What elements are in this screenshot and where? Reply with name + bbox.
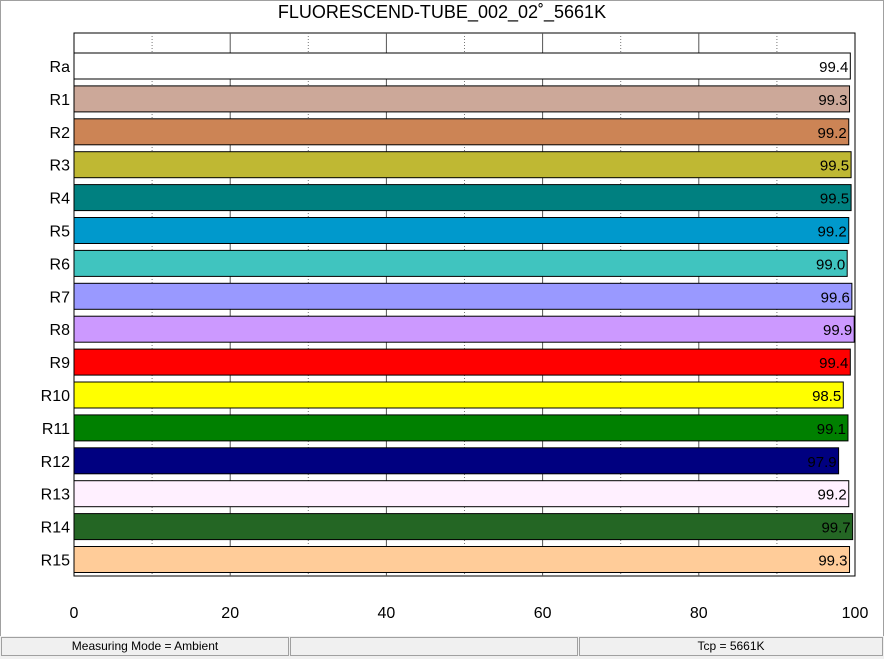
bar-ra [73, 52, 851, 80]
value-label: 99.4 [819, 355, 848, 372]
bar-r5 [73, 217, 850, 244]
category-label: R2 [50, 125, 71, 142]
value-label: 97.9 [807, 454, 836, 471]
category-label: R1 [50, 92, 71, 109]
category-label: R11 [42, 421, 70, 438]
value-label: 99.9 [823, 322, 852, 339]
bar-r3 [73, 151, 852, 179]
bar-r13 [73, 480, 850, 508]
value-label: 99.2 [818, 487, 847, 504]
value-label: 99.2 [818, 125, 847, 142]
bar-r1 [73, 85, 851, 113]
labels: 0 20 40 60 80 100 Ra 99.4 R1 99.3 R2 99.2 R3 99.5 R4 99… [41, 59, 869, 622]
category-label: R15 [41, 553, 70, 570]
category-label: R8 [50, 322, 71, 339]
status-bar: Measuring Mode = Ambient Tcp = 5661K [0, 636, 884, 659]
value-label: 99.1 [817, 421, 846, 438]
chart-title: FLUORESCEND-TUBE_002_02˚_5661K [277, 2, 607, 22]
x-tick-label: 100 [842, 605, 869, 622]
bar-r9 [73, 348, 851, 376]
category-label: R9 [50, 355, 71, 372]
bar-r4 [73, 184, 852, 212]
value-label: 98.5 [812, 388, 841, 405]
value-label: 99.7 [821, 520, 850, 537]
x-tick-label: 40 [378, 605, 396, 622]
bar-r6 [73, 249, 848, 277]
status-tcp: Tcp = 5661K [579, 637, 883, 656]
value-label: 99.6 [821, 289, 850, 306]
category-label: R10 [41, 388, 70, 405]
x-tick-label: 20 [221, 605, 239, 622]
x-tick-label: 0 [70, 605, 79, 622]
category-label: R3 [50, 158, 71, 175]
bar-r11 [73, 414, 849, 442]
category-label: Ra [50, 59, 71, 76]
value-label: 99.0 [816, 256, 845, 273]
x-tick-label: 80 [690, 605, 708, 622]
value-label: 99.2 [818, 224, 847, 241]
category-label: R4 [50, 191, 71, 208]
bar-r2 [73, 118, 850, 146]
bar-r7 [73, 282, 853, 310]
status-middle [290, 637, 578, 656]
category-label: R7 [50, 289, 71, 306]
value-label: 99.3 [818, 553, 847, 570]
bar-r12 [73, 447, 840, 475]
value-label: 99.4 [819, 59, 848, 76]
category-label: R5 [50, 224, 71, 241]
category-label: R12 [41, 454, 70, 471]
bar-r14 [73, 513, 854, 541]
value-label: 99.5 [820, 158, 849, 175]
status-measuring-mode: Measuring Mode = Ambient [1, 637, 289, 656]
x-tick-label: 60 [534, 605, 552, 622]
bar-r15 [73, 546, 851, 573]
bar-chart: 0 20 40 60 80 100 Ra 99.4 R1 99.3 R2 99.2 R3 99.5 R4 99… [41, 32, 869, 622]
value-label: 99.5 [820, 191, 849, 208]
category-label: R6 [50, 256, 71, 273]
bars [73, 52, 855, 573]
category-label: R13 [41, 487, 70, 504]
category-label: R14 [41, 520, 70, 537]
bar-r8 [73, 315, 855, 343]
bar-r10 [73, 381, 844, 409]
value-label: 99.3 [818, 92, 847, 109]
